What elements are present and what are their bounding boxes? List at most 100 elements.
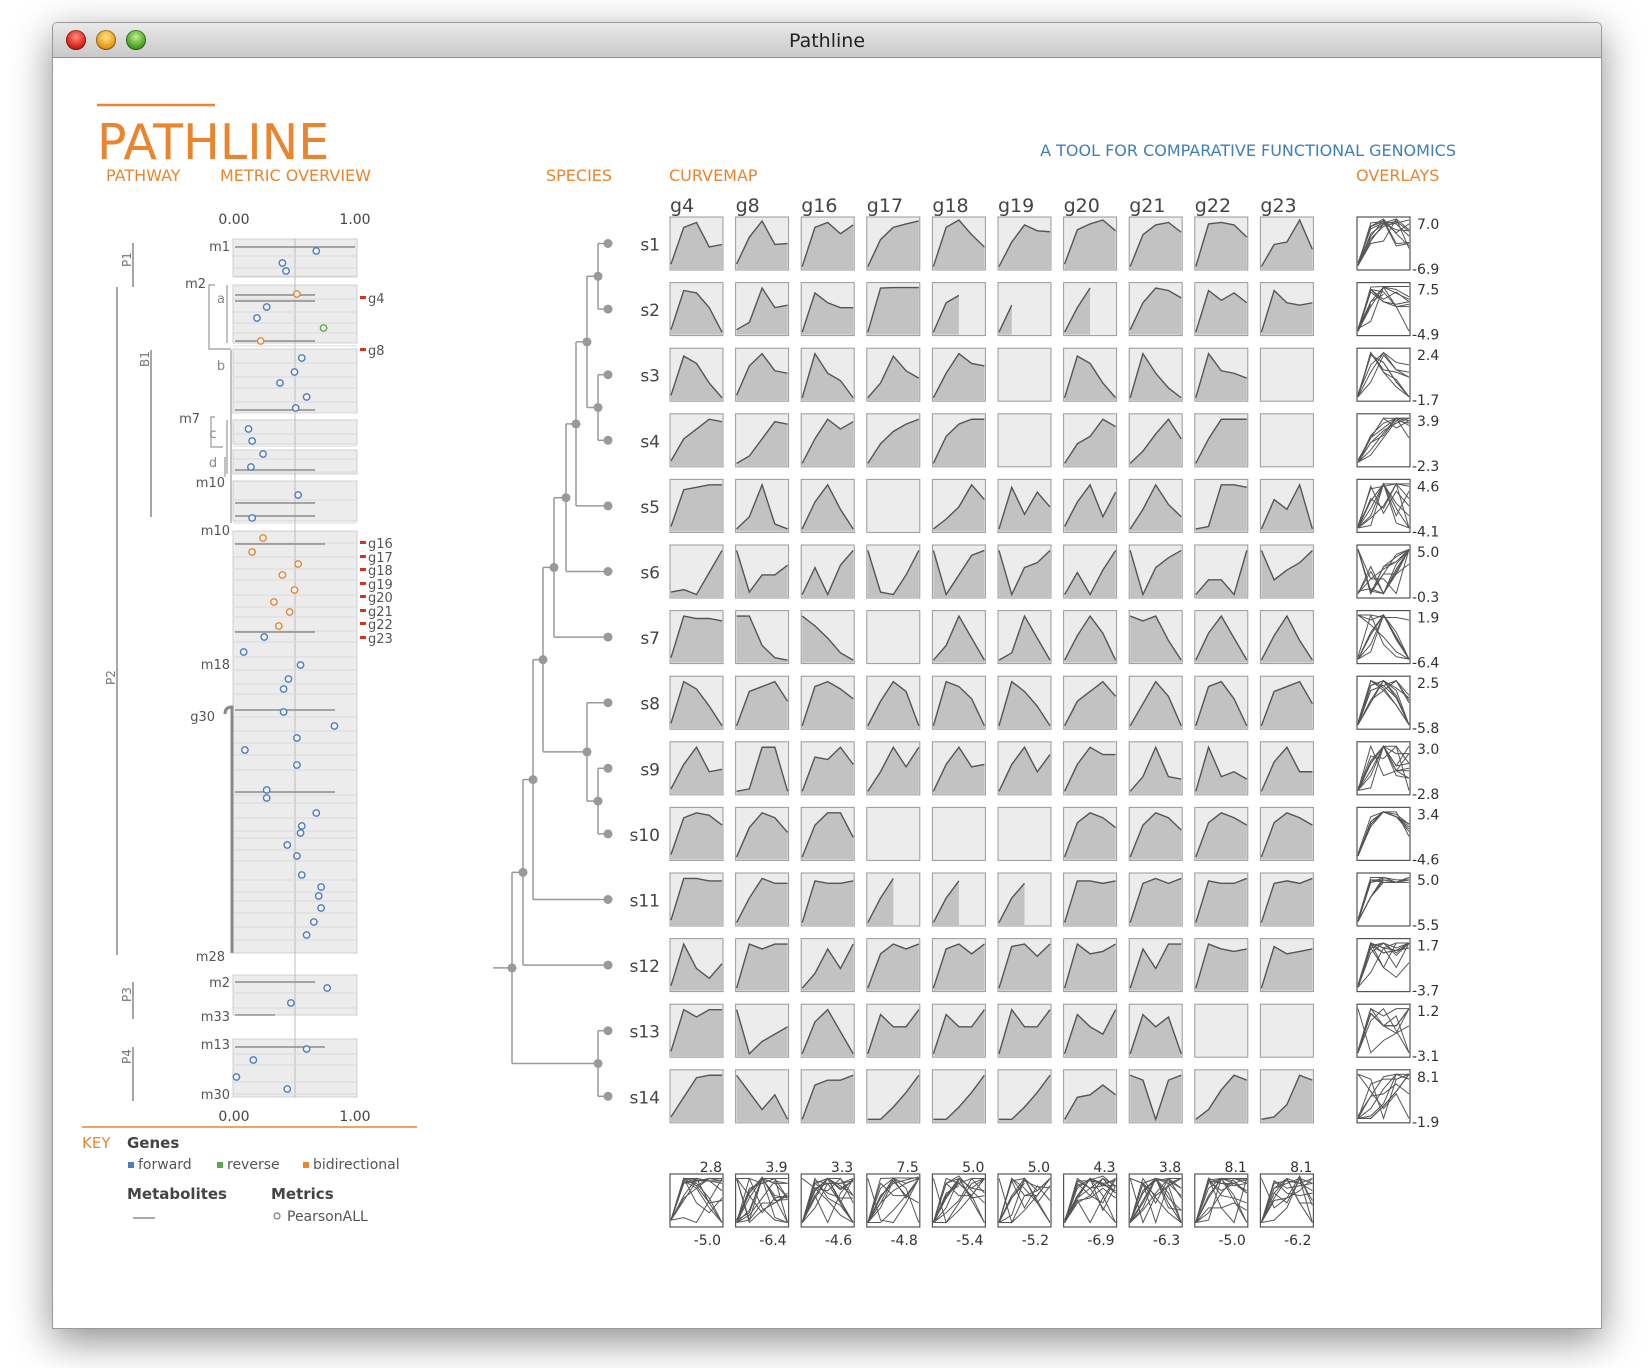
metric-dot[interactable] <box>270 598 278 606</box>
row-overlay-cell[interactable] <box>1356 347 1411 402</box>
curve-cell[interactable] <box>1259 347 1314 402</box>
metric-dot[interactable] <box>262 794 271 802</box>
metric-dot[interactable] <box>302 931 311 939</box>
metric-dot[interactable] <box>312 809 321 817</box>
metric-dot[interactable] <box>276 379 284 387</box>
metric-dot[interactable] <box>302 1045 311 1053</box>
metric-dot[interactable] <box>232 1073 241 1081</box>
curve-cell[interactable] <box>931 806 986 861</box>
title-bar[interactable]: Pathline <box>53 23 1601 58</box>
species-row-label[interactable]: s3 <box>640 367 660 387</box>
metric-dot[interactable] <box>259 450 267 458</box>
row-overlay-cell[interactable] <box>1356 1069 1411 1124</box>
species-row-label[interactable]: s7 <box>640 629 660 649</box>
metric-dot[interactable] <box>297 354 306 362</box>
gene-column-header[interactable]: g17 <box>867 195 903 217</box>
gene-marker-label[interactable]: g21 <box>368 605 393 620</box>
metric-dot[interactable] <box>294 491 303 499</box>
pathway-label-p2[interactable]: P2 <box>104 670 118 685</box>
metric-dot[interactable] <box>314 892 323 900</box>
metabolite-label[interactable]: m7 <box>179 412 200 427</box>
gene-column-header[interactable]: g22 <box>1195 195 1231 217</box>
metric-dot[interactable] <box>317 904 326 912</box>
metric-dot[interactable] <box>319 324 328 332</box>
metric-dot[interactable] <box>248 514 257 522</box>
metric-dot[interactable] <box>262 303 271 311</box>
gene-marker-label[interactable]: g19 <box>368 578 393 593</box>
metric-dot[interactable] <box>274 622 283 630</box>
gene-marker-label[interactable]: g18 <box>368 564 393 579</box>
zoom-window-button[interactable] <box>126 30 146 50</box>
species-row-label[interactable]: s6 <box>640 564 660 584</box>
curve-cell[interactable] <box>866 478 921 533</box>
metric-dot[interactable] <box>309 918 318 926</box>
metric-dot[interactable] <box>249 1056 258 1064</box>
metric-dot[interactable] <box>291 404 300 412</box>
species-row-label[interactable]: s5 <box>640 498 660 518</box>
metric-dot[interactable] <box>282 267 290 275</box>
pathway-label-b1[interactable]: B1 <box>138 351 152 367</box>
curve-cell[interactable] <box>1194 1003 1249 1058</box>
gene-label[interactable]: g30 <box>190 710 215 725</box>
gene-marker-label[interactable]: g20 <box>368 591 393 606</box>
metabolite-label[interactable]: m18 <box>201 658 230 673</box>
metric-dot[interactable] <box>296 829 305 837</box>
minimize-window-button[interactable] <box>96 30 116 50</box>
curve-cell[interactable] <box>1259 413 1314 468</box>
gene-column-header[interactable]: g18 <box>932 195 968 217</box>
species-row-label[interactable]: s9 <box>640 760 660 780</box>
species-row-label[interactable]: s12 <box>630 957 661 977</box>
species-row-label[interactable]: s13 <box>630 1023 661 1043</box>
metric-dot[interactable] <box>323 984 332 992</box>
gene-marker-label[interactable]: g17 <box>368 551 393 566</box>
metric-dot[interactable] <box>279 708 288 716</box>
metric-dot[interactable] <box>279 685 288 693</box>
metric-dot[interactable] <box>302 393 311 401</box>
metabolite-label[interactable]: m1 <box>209 240 230 255</box>
metabolite-label[interactable]: m10 <box>196 476 225 491</box>
curve-cell[interactable] <box>866 610 921 665</box>
species-row-label[interactable]: s8 <box>640 695 660 715</box>
metric-dot[interactable] <box>253 314 261 322</box>
metabolite-label[interactable]: m2 <box>185 277 206 292</box>
metric-dot[interactable] <box>290 368 299 376</box>
metric-dot[interactable] <box>297 822 306 830</box>
metric-dot[interactable] <box>293 761 301 769</box>
gene-marker-label[interactable]: g22 <box>368 618 393 633</box>
gene-column-header[interactable]: g20 <box>1064 195 1100 217</box>
gene-marker-label[interactable]: g23 <box>368 632 393 647</box>
species-row-label[interactable]: s14 <box>630 1088 661 1108</box>
metabolite-label[interactable]: m2 <box>209 976 230 991</box>
pathway-label-p1[interactable]: P1 <box>120 252 134 267</box>
metric-dot[interactable] <box>293 734 301 742</box>
metric-dot[interactable] <box>317 883 326 891</box>
metabolite-label[interactable]: m13 <box>201 1038 230 1053</box>
pathway-label-p4[interactable]: P4 <box>120 1049 134 1064</box>
metric-dot[interactable] <box>240 746 249 754</box>
metric-dot[interactable] <box>293 290 301 298</box>
metric-dot[interactable] <box>284 675 293 683</box>
curve-cell[interactable] <box>866 806 921 861</box>
close-window-button[interactable] <box>66 30 86 50</box>
metric-dot[interactable] <box>296 661 305 669</box>
metric-dot[interactable] <box>283 841 292 849</box>
gene-marker-label[interactable]: g4 <box>368 292 385 307</box>
metric-dot[interactable] <box>278 259 287 267</box>
species-row-label[interactable]: s11 <box>630 892 661 912</box>
metric-dot[interactable] <box>293 852 301 860</box>
gene-column-header[interactable]: g21 <box>1129 195 1165 217</box>
gene-column-header[interactable]: g4 <box>670 195 694 217</box>
metric-dot[interactable] <box>278 571 287 579</box>
metric-dot[interactable] <box>259 534 267 542</box>
metric-dot[interactable] <box>312 247 321 255</box>
column-overlay-cell[interactable] <box>997 1173 1052 1228</box>
pathway-label-p3[interactable]: P3 <box>120 987 134 1002</box>
metric-dot[interactable] <box>248 548 257 556</box>
metric-dot[interactable] <box>256 337 265 345</box>
metric-dot[interactable] <box>248 437 257 445</box>
metric-dot[interactable] <box>285 608 294 616</box>
metric-dot[interactable] <box>239 648 248 656</box>
gene-column-header[interactable]: g23 <box>1260 195 1296 217</box>
gene-column-header[interactable]: g16 <box>801 195 837 217</box>
gene-column-header[interactable]: g19 <box>998 195 1034 217</box>
